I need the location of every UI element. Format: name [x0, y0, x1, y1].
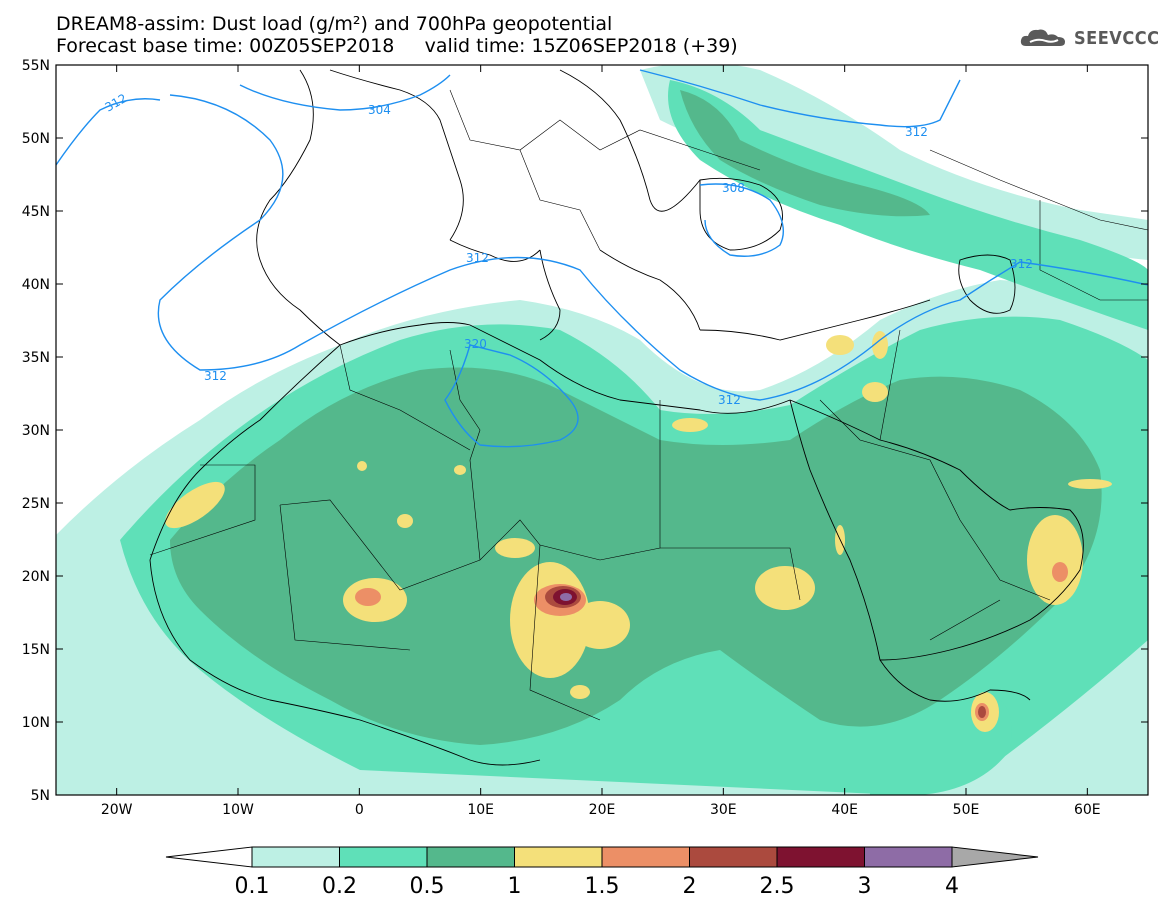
longitude-labels: 20W 10W 0 10E 20E 30E 40E 50E 60E [101, 802, 1101, 818]
lon-tick-label: 60E [1074, 802, 1101, 818]
colorbar-label: 0.5 [410, 874, 445, 899]
lat-tick-label: 20N [22, 569, 50, 585]
colorbar-swatch [339, 846, 428, 868]
logo-text: SEEVCCC [1074, 27, 1160, 49]
seevccc-logo: SEEVCCC [1018, 26, 1159, 50]
colorbar-swatch [601, 846, 690, 868]
colorbar-swatch [864, 846, 953, 868]
colorbar-label: 2 [683, 874, 697, 899]
colorbar-label: 0.2 [322, 874, 357, 899]
colorbar-label: 2.5 [760, 874, 795, 899]
map-subtitle: Forecast base time: 00Z05SEP2018 valid t… [56, 35, 738, 57]
colorbar-swatch [514, 846, 603, 868]
contour-label: 312 [905, 125, 928, 139]
contour-label: 312 [103, 91, 130, 115]
geopotential-contours [56, 69, 1148, 448]
lat-tick-label: 10N [22, 715, 50, 731]
lon-tick-label: 30E [710, 802, 737, 818]
contour-label: 312 [204, 369, 227, 383]
lon-tick-label: 20E [589, 802, 616, 818]
dust-field: 312 304 312 308 312 312 320 312 312 [56, 65, 1148, 795]
lon-tick-label: 10E [467, 802, 494, 818]
axis-ticks [56, 64, 1148, 796]
contour-label: 308 [722, 181, 745, 195]
lat-tick-label: 15N [22, 642, 50, 658]
lat-tick-label: 25N [22, 496, 50, 512]
lon-tick-label: 20W [101, 802, 133, 818]
colorbar-arrow-right [951, 846, 1039, 868]
lat-tick-label: 30N [22, 423, 50, 439]
lat-tick-label: 35N [22, 350, 50, 366]
colorbar-arrow-left [165, 846, 253, 868]
lat-tick-label: 50N [22, 131, 50, 147]
cloud-icon [1020, 29, 1065, 46]
lat-tick-label: 55N [22, 58, 50, 74]
borders [149, 89, 1148, 721]
colorbar-label: 0.1 [235, 874, 270, 899]
colorbar-swatch [689, 846, 778, 868]
colorbar-swatch [251, 846, 340, 868]
colorbar [165, 846, 1039, 868]
lat-tick-label: 45N [22, 204, 50, 220]
colorbar-label: 1.5 [585, 874, 620, 899]
colorbar-label: 3 [858, 874, 872, 899]
colorbar-swatch [426, 846, 515, 868]
latitude-labels: 55N 50N 45N 40N 35N 30N 25N 20N 15N 10N 5N [22, 58, 50, 804]
lon-tick-label: 0 [355, 802, 364, 818]
contour-label: 312 [1010, 257, 1033, 271]
contour-label: 304 [368, 103, 391, 117]
contour-label: 320 [464, 337, 487, 351]
contour-label: 312 [718, 393, 741, 407]
colorbar-swatch [776, 846, 865, 868]
dust-band-high [170, 367, 1102, 745]
coastlines [149, 69, 1084, 766]
lon-tick-label: 50E [953, 802, 980, 818]
contour-label: 312 [466, 251, 489, 265]
lat-tick-label: 40N [22, 277, 50, 293]
dust-band-3-4 [560, 593, 572, 601]
colorbar-label: 4 [945, 874, 959, 899]
lon-tick-label: 10W [222, 802, 254, 818]
lat-tick-label: 5N [31, 788, 50, 804]
colorbar-label: 1 [508, 874, 522, 899]
lon-tick-label: 40E [831, 802, 858, 818]
colorbar-labels: 0.1 0.2 0.5 1 1.5 2 2.5 3 4 [235, 874, 960, 899]
map-title: DREAM8-assim: Dust load (g/m²) and 700hP… [56, 13, 613, 35]
